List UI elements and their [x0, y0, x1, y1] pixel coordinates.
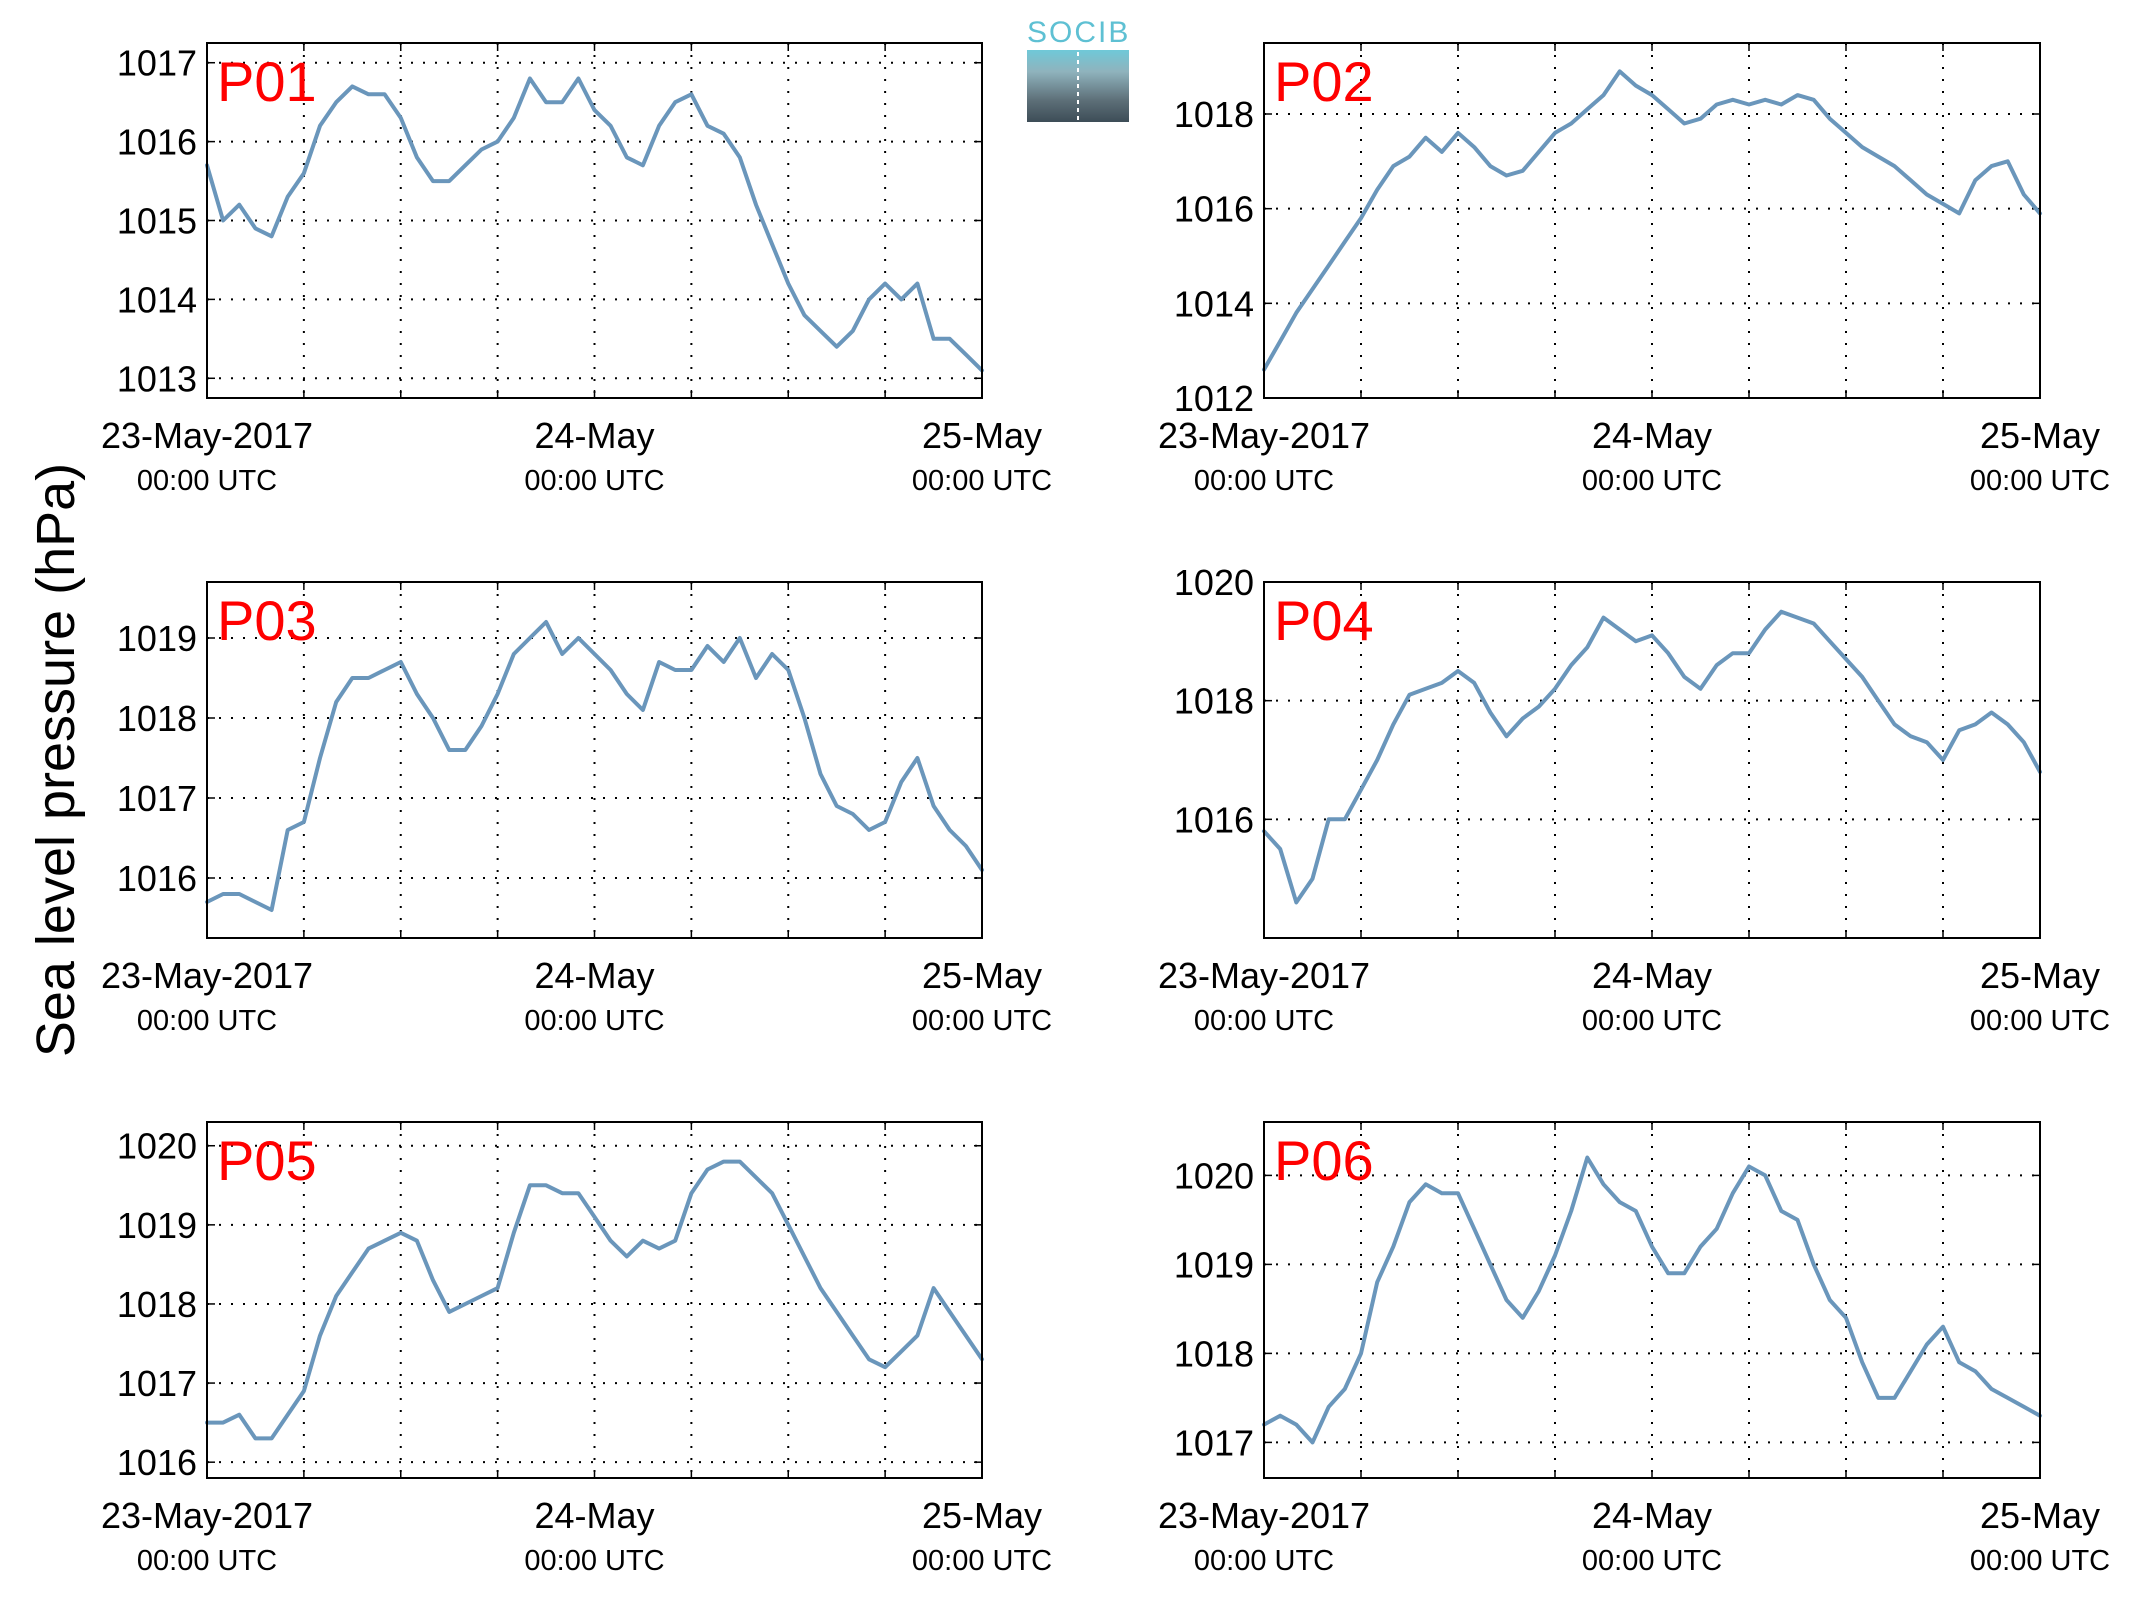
- x-tick-sublabel: 00:00 UTC: [912, 1005, 1052, 1037]
- y-tick-label: 1020: [1174, 1155, 1254, 1196]
- x-tick-sublabel: 00:00 UTC: [912, 465, 1052, 497]
- y-tick-label: 1018: [1174, 94, 1254, 135]
- y-tick-label: 1013: [117, 358, 197, 399]
- panel-title: P04: [1274, 589, 1374, 652]
- panel-title: P06: [1274, 1129, 1374, 1192]
- x-tick-label: 24-May: [1592, 415, 1712, 456]
- x-tick-sublabel: 00:00 UTC: [524, 1005, 664, 1037]
- socib-logo: SOCIB: [1027, 16, 1129, 122]
- x-tick-label: 25-May: [1980, 415, 2100, 456]
- x-tick-label: 24-May: [534, 415, 654, 456]
- series-line: [205, 76, 984, 373]
- x-tick-sublabel: 00:00 UTC: [1970, 465, 2110, 497]
- y-tick-label: 1017: [117, 43, 197, 84]
- y-tick-label: 1014: [1174, 283, 1254, 324]
- y-tick-label: 1017: [117, 1363, 197, 1404]
- x-tick-sublabel: 00:00 UTC: [137, 1545, 277, 1577]
- y-tick-label: 1016: [117, 858, 197, 899]
- x-tick-label: 24-May: [1592, 955, 1712, 996]
- x-tick-label: 25-May: [922, 955, 1042, 996]
- panel-p05: 1016 1017 1018 1019 1020 P05 23-May-2017 00:00 …: [101, 1121, 1052, 1577]
- axes-frame: [1263, 581, 2041, 939]
- axes-frame: [1263, 1121, 2041, 1479]
- x-tick-sublabel: 00:00 UTC: [1582, 465, 1722, 497]
- x-tick-label: 24-May: [534, 1495, 654, 1536]
- x-tick-sublabel: 00:00 UTC: [1194, 1005, 1334, 1037]
- x-tick-sublabel: 00:00 UTC: [912, 1545, 1052, 1577]
- series-line: [205, 1159, 984, 1441]
- y-tick-label: 1018: [1174, 681, 1254, 722]
- y-tick-label: 1015: [117, 201, 197, 242]
- x-tick-label: 24-May: [534, 955, 654, 996]
- x-tick-label: 25-May: [1980, 1495, 2100, 1536]
- x-tick-sublabel: 00:00 UTC: [1194, 1545, 1334, 1577]
- panel-p06: 1017 1018 1019 1020 P06 23-May-2017 00:00 UTC 2…: [1158, 1121, 2110, 1577]
- y-tick-label: 1016: [1174, 189, 1254, 230]
- logo-road-icon: [1077, 52, 1079, 122]
- panel-title: P05: [217, 1129, 317, 1192]
- axes-frame: [206, 1121, 983, 1479]
- y-tick-label: 1019: [117, 1205, 197, 1246]
- x-tick-sublabel: 00:00 UTC: [1582, 1545, 1722, 1577]
- y-tick-label: 1016: [117, 1442, 197, 1483]
- x-tick-sublabel: 00:00 UTC: [524, 1545, 664, 1577]
- y-tick-label: 1017: [117, 778, 197, 819]
- y-tick-label: 1018: [117, 698, 197, 739]
- axes-frame: [206, 42, 983, 399]
- y-tick-label: 1020: [117, 1126, 197, 1167]
- x-tick-label: 23-May-2017: [101, 1495, 313, 1536]
- y-tick-label: 1016: [1174, 799, 1254, 840]
- axes-frame: [206, 581, 983, 939]
- x-tick-sublabel: 00:00 UTC: [137, 1005, 277, 1037]
- y-tick-label: 1019: [1174, 1244, 1254, 1285]
- x-tick-sublabel: 00:00 UTC: [524, 465, 664, 497]
- x-tick-label: 23-May-2017: [1158, 955, 1370, 996]
- panel-title: P01: [217, 50, 317, 113]
- x-tick-label: 25-May: [922, 415, 1042, 456]
- y-tick-label: 1019: [117, 618, 197, 659]
- x-tick-sublabel: 00:00 UTC: [1970, 1005, 2110, 1037]
- panel-p04: 1016 1018 1020 P04 23-May-2017 00:00 UTC 24-Ma…: [1158, 562, 2110, 1037]
- panel-p03: 1016 1017 1018 1019 P03 23-May-2017 00:00 UTC 2…: [101, 581, 1052, 1037]
- x-tick-sublabel: 00:00 UTC: [1970, 1545, 2110, 1577]
- series-line: [1262, 69, 2042, 372]
- series-line: [1262, 1155, 2042, 1445]
- x-tick-label: 23-May-2017: [101, 415, 313, 456]
- x-tick-label: 25-May: [922, 1495, 1042, 1536]
- x-tick-label: 23-May-2017: [1158, 415, 1370, 456]
- y-tick-label: 1018: [1174, 1333, 1254, 1374]
- x-tick-sublabel: 00:00 UTC: [137, 465, 277, 497]
- x-tick-sublabel: 00:00 UTC: [1582, 1005, 1722, 1037]
- y-tick-label: 1016: [117, 122, 197, 163]
- x-tick-label: 25-May: [1980, 955, 2100, 996]
- y-tick-label: 1014: [117, 279, 197, 320]
- axes-frame: [1263, 42, 2041, 399]
- x-tick-label: 23-May-2017: [101, 955, 313, 996]
- panel-p02: 1012 1014 1016 1018 P02 23-May-2017 00:00 UTC 2…: [1158, 42, 2110, 497]
- y-tick-label: 1012: [1174, 378, 1254, 419]
- series-line: [1262, 609, 2042, 905]
- panel-title: P02: [1274, 50, 1374, 113]
- panel-p01: 1013 1014 1015 1016 1017 P01 23-May-2017 00:00 …: [101, 42, 1052, 497]
- panel-title: P03: [217, 589, 317, 652]
- logo-text: SOCIB: [1027, 16, 1131, 49]
- x-tick-label: 23-May-2017: [1158, 1495, 1370, 1536]
- y-tick-label: 1020: [1174, 562, 1254, 603]
- y-tick-label: 1018: [117, 1284, 197, 1325]
- series-line: [205, 620, 984, 912]
- y-tick-label: 1017: [1174, 1422, 1254, 1463]
- x-tick-sublabel: 00:00 UTC: [1194, 465, 1334, 497]
- x-tick-label: 24-May: [1592, 1495, 1712, 1536]
